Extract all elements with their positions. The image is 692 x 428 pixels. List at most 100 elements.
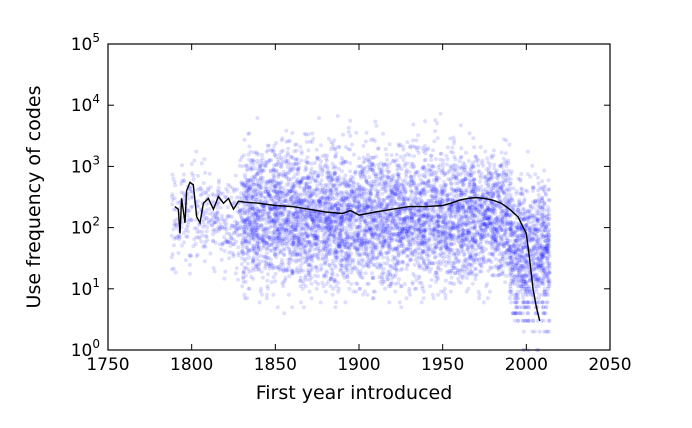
- scatter-point: [328, 188, 333, 193]
- scatter-point: [427, 168, 432, 173]
- scatter-point: [472, 227, 477, 232]
- scatter-point: [448, 289, 453, 294]
- scatter-point: [423, 151, 428, 156]
- scatter-point: [492, 162, 497, 167]
- scatter-point: [205, 216, 209, 221]
- scatter-point: [191, 244, 196, 249]
- scatter-point: [489, 177, 494, 182]
- scatter-point: [244, 245, 249, 250]
- scatter-point: [255, 158, 260, 163]
- scatter-point: [251, 244, 256, 249]
- scatter-point: [448, 247, 452, 252]
- scatter-point: [238, 158, 243, 163]
- scatter-point: [203, 191, 208, 196]
- scatter-point: [396, 190, 401, 195]
- scatter-point: [288, 168, 293, 173]
- scatter-point: [341, 132, 345, 137]
- scatter-point: [323, 162, 328, 167]
- scatter-point: [188, 254, 193, 259]
- scatter-point: [169, 194, 174, 199]
- scatter-point: [320, 252, 325, 257]
- scatter-point: [186, 229, 191, 234]
- scatter-point: [439, 289, 443, 294]
- scatter-point: [506, 158, 511, 163]
- scatter-point: [211, 266, 216, 270]
- scatter-point: [407, 258, 412, 263]
- scatter-point: [232, 187, 237, 192]
- scatter-point: [203, 171, 208, 175]
- scatter-point: [403, 208, 408, 212]
- scatter-point: [293, 142, 298, 147]
- scatter-point: [445, 245, 450, 250]
- scatter-point: [377, 181, 382, 186]
- scatter-point: [240, 284, 245, 289]
- scatter-point: [186, 220, 191, 225]
- scatter-point: [482, 199, 487, 204]
- scatter-point: [298, 185, 303, 190]
- scatter-point: [174, 225, 179, 230]
- scatter-point: [457, 192, 462, 197]
- scatter-point: [500, 183, 505, 187]
- scatter-point: [382, 235, 387, 240]
- scatter-point: [177, 237, 182, 241]
- scatter-point: [404, 168, 409, 173]
- scatter-point: [397, 261, 401, 266]
- scatter-point: [212, 220, 217, 225]
- scatter-point: [460, 183, 465, 188]
- scatter-point: [357, 170, 362, 175]
- scatter-point: [195, 203, 200, 208]
- scatter-point: [265, 284, 270, 289]
- scatter-point: [386, 241, 391, 246]
- scatter-point: [234, 239, 239, 244]
- scatter-point: [256, 267, 261, 271]
- scatter-point: [351, 289, 356, 294]
- scatter-point: [232, 224, 237, 229]
- scatter-point: [401, 147, 406, 152]
- scatter-point: [193, 241, 198, 246]
- scatter-point: [280, 148, 285, 153]
- scatter-point: [250, 211, 254, 216]
- scatter-point: [453, 256, 458, 261]
- scatter-point: [192, 158, 197, 163]
- scatter-point: [460, 246, 465, 251]
- scatter-point: [482, 222, 487, 227]
- scatter-point: [473, 154, 478, 159]
- scatter-point: [200, 192, 205, 197]
- scatter-point: [265, 198, 270, 203]
- scatter-point: [356, 233, 361, 238]
- scatter-point: [260, 156, 265, 161]
- scatter-point: [269, 188, 274, 193]
- scatter-point: [493, 244, 498, 249]
- scatter-point: [274, 189, 279, 194]
- scatter-point: [207, 171, 212, 176]
- scatter-point: [237, 208, 242, 213]
- scatter-point: [208, 185, 213, 190]
- scatter-point: [305, 181, 310, 186]
- scatter-point: [247, 144, 252, 149]
- scatter-point: [256, 152, 261, 157]
- scatter-point: [410, 181, 415, 186]
- scatter-point: [312, 170, 317, 175]
- scatter-point: [366, 281, 371, 286]
- scatter-point: [503, 223, 508, 228]
- scatter-point: [482, 230, 487, 235]
- scatter-point: [444, 162, 449, 167]
- scatter-point: [176, 251, 181, 256]
- scatter-point: [320, 169, 325, 174]
- scatter-point: [387, 234, 392, 238]
- scatter-point: [252, 189, 256, 194]
- scatter-point: [486, 160, 491, 165]
- scatter-point: [450, 207, 454, 212]
- scatter-point: [471, 258, 475, 263]
- scatter-point: [448, 250, 453, 254]
- scatter-point: [409, 161, 414, 166]
- scatter-point: [398, 268, 403, 273]
- scatter-point: [414, 138, 419, 143]
- scatter-point: [320, 199, 324, 203]
- scatter-point: [294, 257, 299, 262]
- scatter-point: [255, 257, 260, 262]
- scatter-point: [410, 282, 415, 286]
- scatter-point: [376, 146, 381, 151]
- scatter-point: [182, 179, 187, 184]
- scatter-point: [349, 174, 354, 179]
